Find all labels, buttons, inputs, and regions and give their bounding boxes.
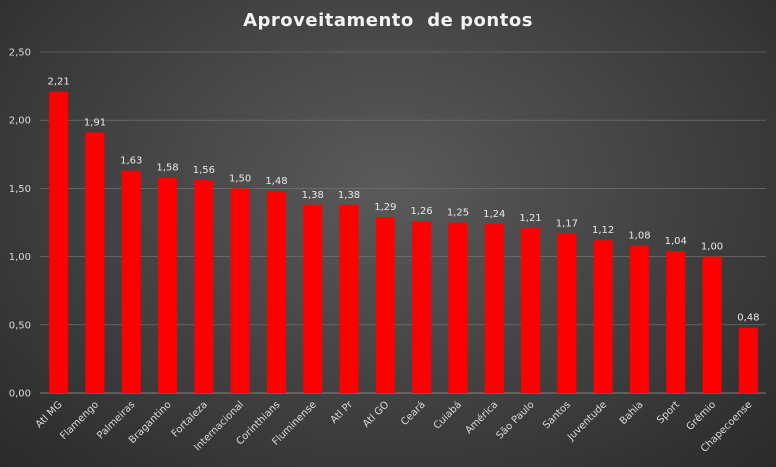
- bar: [593, 240, 613, 393]
- bar: [375, 217, 395, 393]
- x-tick-label: Grêmio: [684, 399, 718, 433]
- x-tick-label: Atl MG: [34, 399, 65, 430]
- y-tick-label: 0,50: [9, 320, 31, 331]
- bar-value-label: 0,48: [737, 313, 759, 324]
- bar-value-label: 1,12: [592, 225, 614, 236]
- bar-value-label: 2,21: [48, 77, 70, 88]
- x-tick-label: Ceará: [398, 399, 427, 428]
- bar-value-label: 1,17: [556, 218, 578, 229]
- bar-value-label: 1,08: [628, 231, 650, 242]
- x-tick-label: Cuiabá: [431, 399, 464, 432]
- bar: [412, 221, 432, 393]
- bar: [666, 251, 686, 393]
- bar-value-label: 1,56: [193, 165, 215, 176]
- bar: [738, 327, 758, 393]
- x-tick-label: Flamengo: [58, 399, 101, 442]
- bar: [158, 177, 178, 393]
- bar-value-label: 1,00: [701, 242, 723, 253]
- bar: [557, 233, 577, 393]
- bar: [448, 222, 468, 393]
- bar: [194, 180, 214, 393]
- y-tick-label: 2,50: [9, 48, 31, 59]
- bar-value-label: 1,38: [302, 190, 324, 201]
- bar-value-label: 1,50: [229, 173, 251, 184]
- bar: [521, 227, 541, 393]
- bar-value-label: 1,63: [120, 156, 142, 167]
- x-tick-label: América: [463, 399, 501, 437]
- x-tick-label: Sport: [655, 399, 682, 426]
- bar: [266, 191, 286, 393]
- y-tick-label: 0,00: [9, 389, 31, 400]
- bar: [121, 170, 141, 393]
- bar: [339, 204, 359, 393]
- bar: [230, 188, 250, 393]
- y-tick-label: 1,50: [9, 184, 31, 195]
- bar-value-label: 1,25: [447, 208, 469, 219]
- x-tick-label: São Paulo: [494, 399, 536, 441]
- chart-title: Aproveitamento de pontos: [243, 10, 533, 31]
- bar-value-label: 1,21: [519, 213, 541, 224]
- x-tick-label: Santos: [541, 399, 573, 431]
- x-tick-label: Atl GO: [361, 399, 392, 430]
- bar-value-label: 1,24: [483, 209, 505, 220]
- bar: [85, 132, 105, 393]
- y-tick-label: 2,00: [9, 116, 31, 127]
- bar-value-label: 1,04: [665, 236, 687, 247]
- x-tick-label: Atl Pr: [329, 399, 356, 426]
- bar-value-label: 1,48: [265, 176, 287, 187]
- bar-value-label: 1,58: [156, 162, 178, 173]
- bar-value-label: 1,38: [338, 190, 360, 201]
- bar: [49, 91, 69, 393]
- bar-value-label: 1,26: [411, 206, 433, 217]
- bar: [484, 223, 504, 393]
- bar: [629, 245, 649, 393]
- bar-value-label: 1,91: [84, 117, 106, 128]
- bar: [303, 204, 323, 393]
- x-tick-label: Bahia: [618, 399, 646, 427]
- bar: [702, 256, 722, 393]
- y-tick-label: 1,00: [9, 252, 31, 263]
- bar-value-label: 1,29: [374, 202, 396, 213]
